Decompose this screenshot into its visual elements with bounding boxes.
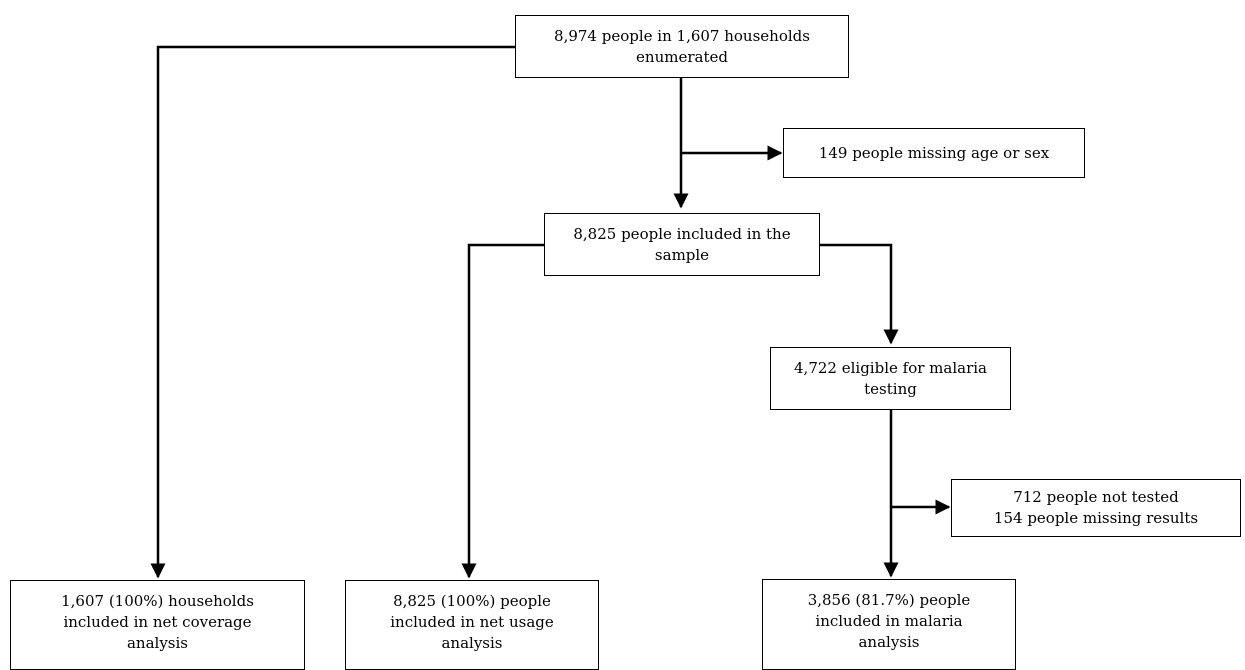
node-not-tested-line-1: 712 people not tested bbox=[1013, 488, 1179, 506]
node-net-usage-line-1: 8,825 (100%) people bbox=[393, 592, 551, 610]
node-net-coverage: 1,607 (100%) households included in net … bbox=[10, 580, 305, 670]
node-enumerated-line-1: 8,974 people in 1,607 households bbox=[554, 26, 810, 45]
node-malaria-analysis-line-3: analysis bbox=[858, 633, 920, 651]
node-sample-line-2: sample bbox=[654, 245, 710, 264]
node-malaria-analysis-line-2: included in malaria bbox=[815, 612, 963, 630]
node-malaria-analysis: 3,856 (81.7%) people included in malaria… bbox=[762, 579, 1016, 670]
node-not-tested-line-2: 154 people missing results bbox=[993, 509, 1199, 527]
node-net-coverage-line-1: 1,607 (100%) households bbox=[61, 592, 254, 610]
node-missing-age-sex-line-1: 149 people missing age or sex bbox=[818, 143, 1050, 162]
node-eligible-malaria-line-1: 4,722 eligible for malaria bbox=[794, 358, 987, 377]
node-eligible-malaria: 4,722 eligible for malaria testing bbox=[770, 347, 1011, 410]
node-missing-age-sex: 149 people missing age or sex bbox=[783, 128, 1085, 178]
edge-sample-to-net-usage bbox=[461, 243, 544, 579]
node-eligible-malaria-line-2: testing bbox=[864, 379, 917, 398]
node-not-tested: 712 people not tested 154 people missing… bbox=[951, 479, 1241, 537]
node-sample: 8,825 people included in the sample bbox=[544, 213, 820, 276]
node-enumerated: 8,974 people in 1,607 households enumera… bbox=[515, 15, 849, 78]
node-net-coverage-line-2: included in net coverage bbox=[63, 613, 252, 631]
node-net-usage-line-2: included in net usage bbox=[390, 613, 554, 631]
node-net-usage: 8,825 (100%) people included in net usag… bbox=[345, 580, 599, 670]
node-sample-line-1: 8,825 people included in the bbox=[573, 224, 791, 243]
node-enumerated-line-2: enumerated bbox=[636, 47, 728, 66]
edge-enumerated-to-net-coverage bbox=[150, 45, 515, 579]
node-net-coverage-line-3: analysis bbox=[126, 634, 188, 652]
node-malaria-analysis-line-1: 3,856 (81.7%) people bbox=[807, 591, 971, 609]
edge-sample-to-eligible bbox=[820, 243, 899, 345]
node-net-usage-line-3: analysis bbox=[441, 634, 503, 652]
